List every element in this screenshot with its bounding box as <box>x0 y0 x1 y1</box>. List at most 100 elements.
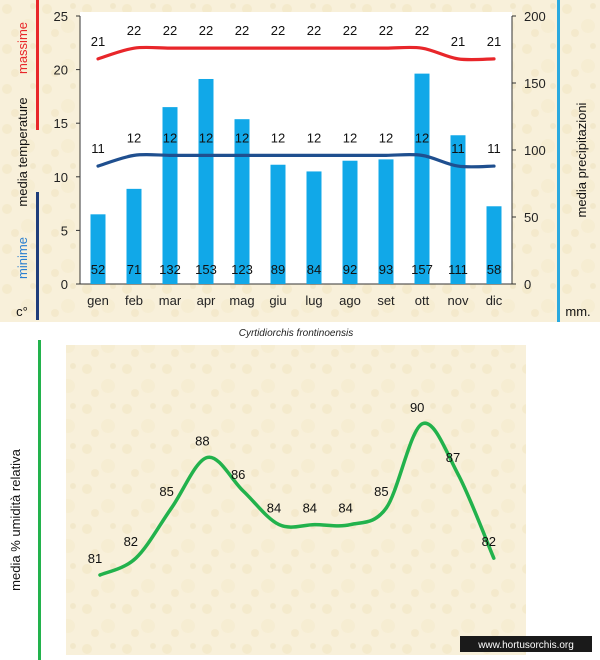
precip-bar-ago <box>342 160 358 284</box>
min-axis-color-bar <box>36 192 39 320</box>
minime-value-label: 12 <box>271 130 285 145</box>
month-label-dic: dic <box>486 293 503 308</box>
precipitation-bars: 52 71 132 153 123 89 84 92 93 157 111 58 <box>90 73 502 285</box>
precip-value-label: 84 <box>307 262 321 277</box>
precip-axis-color-bar <box>557 0 560 322</box>
humidity-value-label: 88 <box>195 433 209 448</box>
humidity-axis-label: media % umidità relativa <box>8 448 23 590</box>
massime-value-label: 22 <box>235 23 249 38</box>
precip-value-label: 71 <box>127 262 141 277</box>
humidity-value-label: 85 <box>374 484 388 499</box>
precip-bar-set <box>378 159 394 284</box>
humidity-value-label: 87 <box>446 450 460 465</box>
left-tick-label: 20 <box>54 63 68 78</box>
humidity-value-label: 84 <box>303 501 317 516</box>
right-tick-label: 100 <box>524 143 546 158</box>
massime-value-label: 22 <box>307 23 321 38</box>
precip-value-label: 93 <box>379 262 393 277</box>
precip-bar-mag <box>234 119 250 285</box>
precip-value-label: 123 <box>231 262 253 277</box>
humidity-value-label: 85 <box>159 484 173 499</box>
left-tick-label: 5 <box>61 223 68 238</box>
month-label-feb: feb <box>125 293 143 308</box>
left-tick-label: 10 <box>54 170 68 185</box>
precip-bar-ott <box>414 73 430 285</box>
massime-value-label: 22 <box>343 23 357 38</box>
precip-value-label: 92 <box>343 262 357 277</box>
month-label-lug: lug <box>305 293 322 308</box>
precip-value-label: 157 <box>411 262 433 277</box>
humidity-value-label: 84 <box>267 501 281 516</box>
precip-value-label: 132 <box>159 262 181 277</box>
minime-value-label: 11 <box>91 141 105 156</box>
mm-unit-label: mm. <box>565 304 590 319</box>
minime-value-label: 12 <box>235 130 249 145</box>
precip-value-label: 89 <box>271 262 285 277</box>
minime-value-label: 12 <box>379 130 393 145</box>
temperature-axis-label: media temperature <box>15 97 30 206</box>
line-massime <box>96 45 496 62</box>
max-axis-color-bar <box>36 0 39 130</box>
precip-bar-nov <box>450 135 466 284</box>
massime-value-label: 22 <box>163 23 177 38</box>
precip-bar-mar <box>162 107 178 285</box>
humidity-data-labels: 81 82 85 88 86 84 84 84 85 90 87 82 <box>88 400 496 566</box>
month-label-set: set <box>377 293 395 308</box>
massime-value-label: 21 <box>451 34 465 49</box>
massime-value-label: 22 <box>271 23 285 38</box>
month-label-ott: ott <box>415 293 430 308</box>
minime-value-label: 12 <box>199 130 213 145</box>
species-title: Cyrtidiorchis frontinoensis <box>239 328 354 339</box>
month-labels: gen feb mar apr mag giu lug ago set ott nov dic <box>87 293 503 308</box>
temperature-plot-area <box>80 12 512 284</box>
minime-value-label: 11 <box>487 141 501 156</box>
left-tick-label: 15 <box>54 116 68 131</box>
precip-bar-gen <box>90 214 106 284</box>
month-label-gen: gen <box>87 293 109 308</box>
precip-value-label: 52 <box>91 262 105 277</box>
humidity-line <box>98 421 496 577</box>
month-label-nov: nov <box>448 293 469 308</box>
massime-value-label: 21 <box>487 34 501 49</box>
minime-value-label: 11 <box>451 141 465 156</box>
watermark-text: www.hortusorchis.org <box>477 640 574 651</box>
month-label-mag: mag <box>229 293 254 308</box>
massime-value-label: 22 <box>379 23 393 38</box>
minime-value-label: 12 <box>307 130 321 145</box>
line-minime <box>96 152 496 169</box>
precip-bar-lug <box>306 171 322 284</box>
left-axis-ticks: 0 5 10 15 20 25 <box>54 9 80 292</box>
temperature-lines: 21 22 22 22 22 22 22 22 22 22 21 21 11 12 12 12 12 12 12 12… <box>91 23 501 169</box>
right-tick-label: 0 <box>524 277 531 292</box>
watermark-background <box>460 636 592 652</box>
humidity-plot-background <box>66 345 526 655</box>
month-label-giu: giu <box>269 293 286 308</box>
precip-value-label: 111 <box>448 262 468 277</box>
humidity-value-label: 82 <box>482 534 496 549</box>
month-label-ago: ago <box>339 293 361 308</box>
precip-bar-giu <box>270 164 286 284</box>
max-axis-label: massime <box>15 22 30 74</box>
precip-value-label: 58 <box>487 262 501 277</box>
right-tick-label: 200 <box>524 9 546 24</box>
humidity-value-label: 81 <box>88 551 102 566</box>
humidity-axis-color-bar <box>38 340 41 660</box>
massime-value-label: 21 <box>91 34 105 49</box>
humidity-value-label: 86 <box>231 467 245 482</box>
minime-value-label: 12 <box>343 130 357 145</box>
humidity-value-label: 82 <box>124 534 138 549</box>
minime-value-label: 12 <box>415 130 429 145</box>
precip-bar-dic <box>486 206 502 284</box>
month-label-mar: mar <box>159 293 182 308</box>
left-tick-label: 25 <box>54 9 68 24</box>
precip-bar-apr <box>198 78 214 284</box>
min-axis-label: minime <box>15 237 30 279</box>
left-tick-label: 0 <box>61 277 68 292</box>
massime-value-label: 22 <box>199 23 213 38</box>
humidity-value-label: 84 <box>338 501 352 516</box>
right-axis-ticks: 0 50 100 150 200 <box>512 9 546 292</box>
month-label-apr: apr <box>197 293 216 308</box>
minime-value-label: 12 <box>127 130 141 145</box>
minime-value-label: 12 <box>163 130 177 145</box>
right-tick-label: 150 <box>524 76 546 91</box>
